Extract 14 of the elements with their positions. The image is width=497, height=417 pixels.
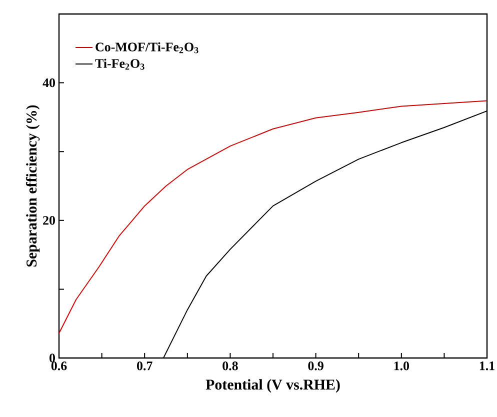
legend-label: Ti-Fe$_{2}$O$_{3}$ — [95, 58, 144, 70]
line-series — [59, 100, 488, 334]
x-tick-label: 0.8 — [222, 362, 238, 370]
x-tick-label: 0.7 — [137, 362, 152, 370]
x-axis-title: Potential (V vs.RHE) — [206, 379, 340, 393]
y-tick-label: 0 — [50, 354, 55, 362]
y-tick-label: 20 — [43, 216, 55, 225]
legend-label: Co-MOF/Ti-Fe$_{2}$O$_{3}$ — [96, 42, 198, 54]
x-tick-label: 0.9 — [308, 362, 324, 370]
x-tick-label: 0.6 — [51, 362, 67, 370]
y-axis-title: Separation efficiency (%) — [26, 105, 40, 267]
x-tick-label: 1.1 — [480, 362, 494, 370]
x-tick-label: 1.0 — [394, 362, 410, 370]
y-tick-label: 40 — [42, 78, 55, 88]
